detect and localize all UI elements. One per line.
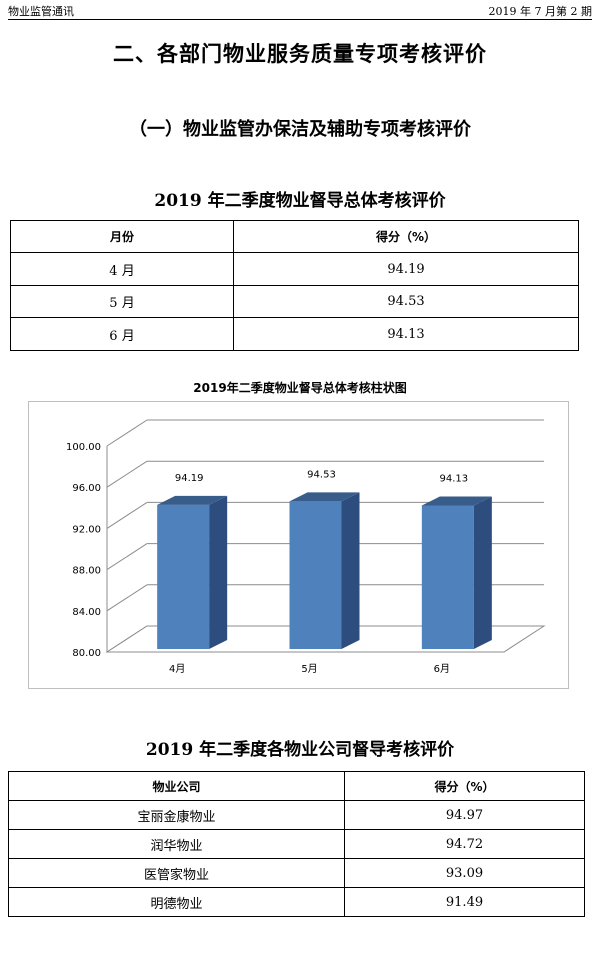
subsection-title: （一）物业监管办保洁及辅助专项考核评价 (129, 119, 471, 140)
month-cell: 6 月 (10, 317, 234, 351)
data-label: 94.13 (440, 473, 469, 484)
y-tick-label: 80.00 (72, 648, 101, 659)
bar-chart-frame: 80.00 84.00 88.00 92.00 96.00 100.00 94.19 4月 94… (28, 401, 569, 689)
company-cell: 明德物业 (8, 887, 345, 917)
score-cell: 93.09 (344, 858, 585, 888)
table-row: 宝丽金康物业 94.97 (8, 800, 585, 830)
data-label: 94.53 (307, 469, 336, 480)
header-divider (8, 19, 592, 20)
gridline-depth (106, 460, 148, 488)
table-header-row: 月份 得分（%） (10, 220, 579, 253)
company-cell: 润华物业 (8, 829, 345, 859)
table-row: 5 月 94.53 (10, 285, 579, 318)
month-cell: 4 月 (10, 252, 234, 286)
y-tick-label: 96.00 (72, 483, 101, 494)
gridline-depth (106, 543, 148, 571)
table-header-row: 物业公司 得分（%） (8, 771, 585, 801)
bar-side (341, 492, 360, 649)
score-cell: 91.49 (344, 887, 585, 917)
y-tick-label: 92.00 (72, 524, 101, 535)
bar-chart: 80.00 84.00 88.00 92.00 96.00 100.00 94.19 4月 94… (66, 419, 546, 675)
page-header: 物业监管通讯 2019 年 7 月第 2 期 (8, 3, 592, 19)
column-header-month: 月份 (10, 220, 234, 253)
data-label: 94.19 (175, 473, 204, 484)
table-row: 6 月 94.13 (10, 317, 579, 351)
bar (157, 504, 210, 649)
x-tick-label: 4月 (169, 663, 185, 675)
y-tick-label: 88.00 (72, 566, 101, 577)
bar-top (289, 492, 360, 502)
month-cell: 5 月 (10, 285, 234, 318)
table1-title: 2019 年二季度物业督导总体考核评价 (154, 191, 446, 211)
table2-title: 2019 年二季度各物业公司督导考核评价 (145, 740, 455, 760)
table-row: 明德物业 91.49 (8, 887, 585, 917)
bar-side (473, 496, 492, 649)
bar (289, 501, 342, 649)
score-cell: 94.13 (233, 317, 579, 351)
score-cell: 94.19 (233, 252, 579, 286)
company-cell: 宝丽金康物业 (8, 800, 345, 830)
x-tick-label: 5月 (301, 663, 317, 675)
column-header-score: 得分（%） (344, 771, 585, 801)
chart-title: 2019年二季度物业督导总体考核柱状图 (193, 381, 407, 395)
table-row: 医管家物业 93.09 (8, 858, 585, 888)
gridline-depth (106, 584, 148, 612)
score-cell: 94.72 (344, 829, 585, 859)
table-row: 润华物业 94.72 (8, 829, 585, 859)
bar-side (209, 495, 228, 649)
issue-date: 2019 年 7 月第 2 期 (488, 5, 592, 18)
y-tick-label: 84.00 (72, 607, 101, 618)
gridline-depth (106, 419, 148, 447)
bar-top (421, 496, 492, 506)
score-cell: 94.53 (233, 285, 579, 318)
bar-top (157, 495, 228, 505)
y-tick-label: 100.00 (66, 442, 101, 453)
column-header-company: 物业公司 (8, 771, 345, 801)
score-cell: 94.97 (344, 800, 585, 830)
gridline-depth (106, 501, 148, 529)
monthly-score-table: 月份 得分（%） 4 月 94.19 5 月 94.53 6 月 94.13 (10, 220, 579, 351)
table-row: 4 月 94.19 (10, 252, 579, 286)
bar (421, 505, 474, 649)
company-score-table: 物业公司 得分（%） 宝丽金康物业 94.97 润华物业 94.72 医管家物业… (8, 771, 585, 917)
x-tick-label: 6月 (434, 663, 450, 675)
publication-name: 物业监管通讯 (8, 5, 74, 18)
company-cell: 医管家物业 (8, 858, 345, 888)
section-title: 二、各部门物业服务质量专项考核评价 (113, 41, 487, 66)
column-header-score: 得分（%） (233, 220, 579, 253)
